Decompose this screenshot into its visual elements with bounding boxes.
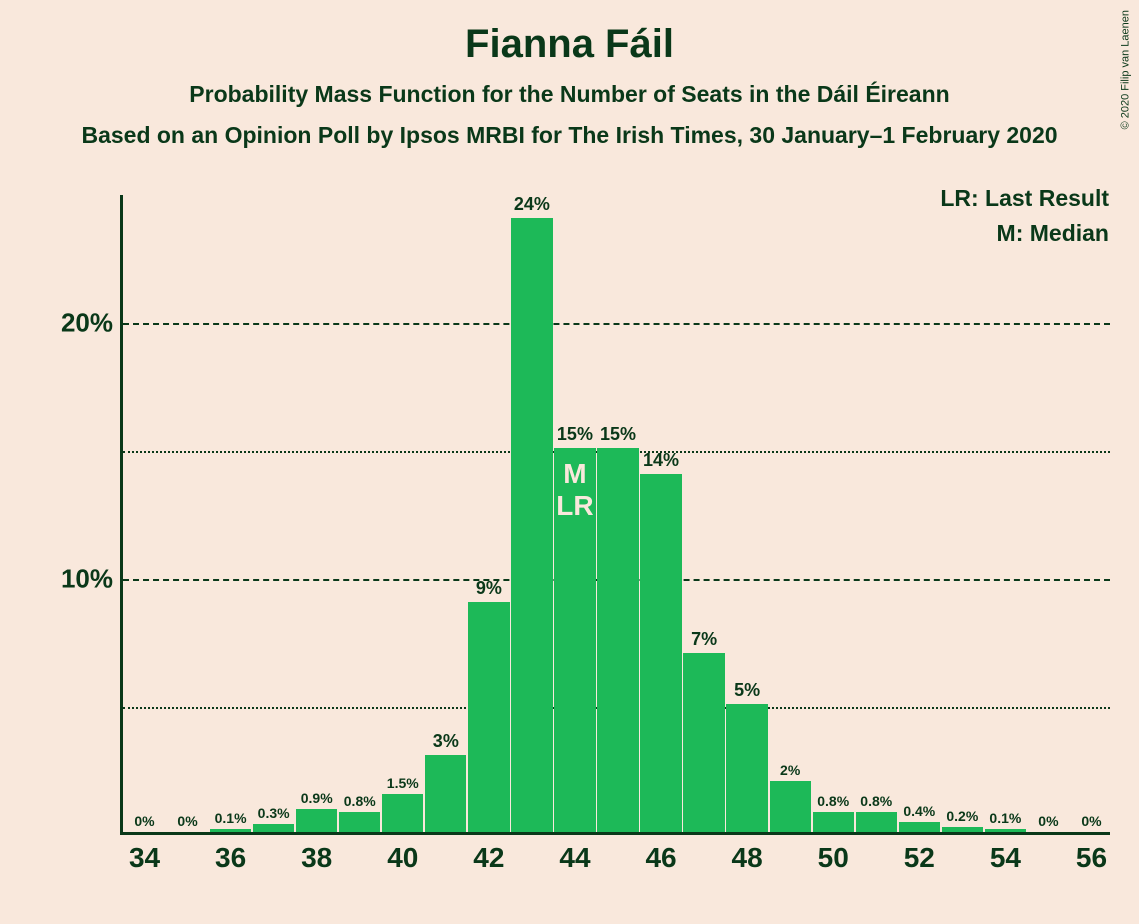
bar-value-label: 0%: [1081, 813, 1101, 832]
bar: 3%: [425, 755, 466, 832]
xtick-label: 48: [732, 832, 763, 874]
bar: 2%: [770, 781, 811, 832]
copyright-text: © 2020 Filip van Laenen: [1119, 10, 1131, 129]
bar: 7%: [683, 653, 724, 832]
bar: 0.8%: [339, 812, 380, 832]
xtick-label: 44: [559, 832, 590, 874]
chart-title: Fianna Fáil: [0, 0, 1139, 67]
bar-value-label: 5%: [734, 680, 760, 704]
bar: 0.3%: [253, 824, 294, 832]
bar: 0.2%: [942, 827, 983, 832]
bar: 9%: [468, 602, 509, 832]
bar: 15%: [597, 448, 638, 832]
median-marker: MLR: [556, 458, 593, 522]
bar-value-label: 14%: [643, 450, 679, 474]
xtick-label: 50: [818, 832, 849, 874]
bar-value-label: 0.3%: [258, 805, 290, 824]
bar-value-label: 1.5%: [387, 775, 419, 794]
xtick-label: 36: [215, 832, 246, 874]
bar-value-label: 0.1%: [215, 810, 247, 829]
xtick-label: 46: [645, 832, 676, 874]
bar-value-label: 3%: [433, 731, 459, 755]
bar: 15%MLR: [554, 448, 595, 832]
xtick-label: 40: [387, 832, 418, 874]
xtick-label: 54: [990, 832, 1021, 874]
xtick-label: 52: [904, 832, 935, 874]
xtick-label: 38: [301, 832, 332, 874]
bars-container: 0%0%0.1%0.3%0.9%0.8%1.5%3%9%24%15%MLR15%…: [123, 195, 1110, 832]
bar-value-label: 0.8%: [817, 793, 849, 812]
bar-value-label: 7%: [691, 629, 717, 653]
bar: 1.5%: [382, 794, 423, 832]
bar: 14%: [640, 474, 681, 832]
bar-value-label: 2%: [780, 762, 800, 781]
bar-value-label: 9%: [476, 578, 502, 602]
bar-value-label: 0%: [1038, 813, 1058, 832]
ytick-label: 10%: [61, 564, 123, 595]
bar: 5%: [726, 704, 767, 832]
bar-value-label: 0.4%: [903, 803, 935, 822]
bar-value-label: 24%: [514, 194, 550, 218]
bar-value-label: 0.8%: [860, 793, 892, 812]
bar-value-label: 0.2%: [946, 808, 978, 827]
xtick-label: 34: [129, 832, 160, 874]
bar-value-label: 0.1%: [989, 810, 1021, 829]
xtick-label: 56: [1076, 832, 1107, 874]
chart-subtitle-1: Probability Mass Function for the Number…: [0, 67, 1139, 108]
bar-value-label: 0%: [134, 813, 154, 832]
chart-subtitle-2: Based on an Opinion Poll by Ipsos MRBI f…: [0, 108, 1139, 149]
bar-value-label: 0%: [177, 813, 197, 832]
bar: 24%: [511, 218, 552, 832]
bar-value-label: 0.8%: [344, 793, 376, 812]
plot-area: 0%0%0.1%0.3%0.9%0.8%1.5%3%9%24%15%MLR15%…: [120, 195, 1110, 835]
bar-value-label: 0.9%: [301, 790, 333, 809]
bar: 0.8%: [813, 812, 854, 832]
bar: 0.4%: [899, 822, 940, 832]
bar: 0.8%: [856, 812, 897, 832]
xtick-label: 42: [473, 832, 504, 874]
ytick-label: 20%: [61, 308, 123, 339]
bar-value-label: 15%: [557, 424, 593, 448]
bar: 0.9%: [296, 809, 337, 832]
bar-value-label: 15%: [600, 424, 636, 448]
